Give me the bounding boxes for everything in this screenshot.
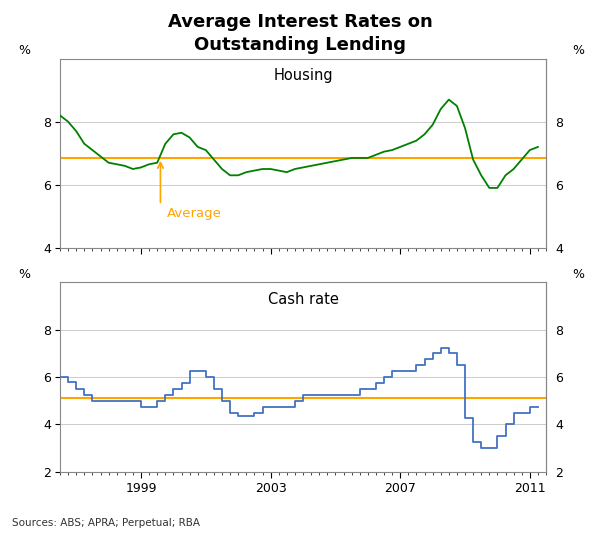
Text: Average Interest Rates on
Outstanding Lending: Average Interest Rates on Outstanding Le…: [167, 13, 433, 53]
Text: Average: Average: [167, 207, 222, 220]
Text: Cash rate: Cash rate: [268, 292, 338, 307]
Text: Sources: ABS; APRA; Perpetual; RBA: Sources: ABS; APRA; Perpetual; RBA: [12, 518, 200, 528]
Text: %: %: [19, 268, 31, 280]
Text: %: %: [573, 44, 585, 56]
Text: Housing: Housing: [273, 68, 333, 83]
Text: %: %: [573, 268, 585, 280]
Text: %: %: [19, 44, 31, 56]
